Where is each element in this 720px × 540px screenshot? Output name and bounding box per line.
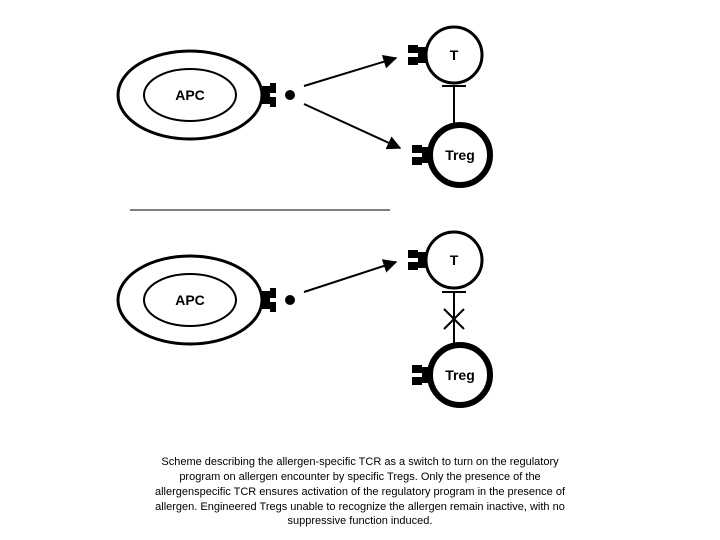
peptide-dot (285, 90, 295, 100)
activation-arrow (304, 58, 396, 86)
tcr-top (408, 250, 418, 258)
apc-label: APC (175, 87, 205, 103)
tcr-top (408, 45, 418, 53)
diagram-svg: APC T Treg APC T Treg (0, 0, 720, 450)
tcr-top (412, 365, 422, 373)
tcr-stem (418, 47, 426, 63)
figure-caption: Scheme describing the allergen-specific … (145, 455, 575, 529)
tcr-stem (422, 147, 430, 163)
mhc-top (270, 288, 276, 298)
activation-arrow (304, 262, 396, 292)
treg-label: Treg (445, 147, 475, 163)
tcr-bot (408, 57, 418, 65)
activation-arrow (304, 104, 400, 148)
tcr-bot (408, 262, 418, 270)
figure: APC T Treg APC T Treg Scheme describing the a… (0, 0, 720, 540)
tcr-stem (418, 252, 426, 268)
tcr-top (412, 145, 422, 153)
treg-label: Treg (445, 367, 475, 383)
mhc-top (270, 83, 276, 93)
t-label: T (450, 47, 459, 63)
mhc-stem (262, 291, 270, 309)
mhc-bot (270, 302, 276, 312)
tcr-stem (422, 367, 430, 383)
tcr-bot (412, 157, 422, 165)
mhc-bot (270, 97, 276, 107)
mhc-stem (262, 86, 270, 104)
peptide-dot (285, 295, 295, 305)
tcr-bot (412, 377, 422, 385)
apc-label: APC (175, 292, 205, 308)
t-label: T (450, 252, 459, 268)
